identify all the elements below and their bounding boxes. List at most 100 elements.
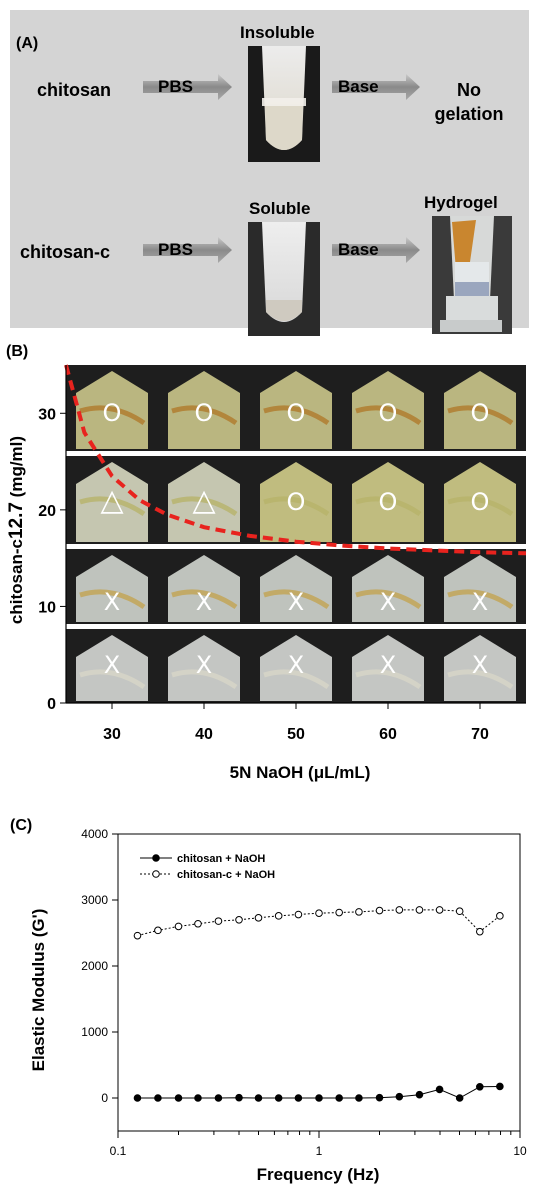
- row2-result-label: Hydrogel: [424, 193, 498, 212]
- x-tick-label: 50: [287, 726, 305, 743]
- x-tick-label: 30: [103, 726, 121, 743]
- arrow-icon: [143, 237, 232, 263]
- outcome-mark: X: [380, 588, 396, 616]
- arrow-icon: [332, 74, 420, 100]
- legend-marker: [152, 870, 160, 878]
- outcome-mark: X: [380, 651, 396, 679]
- row2-step1-label: PBS: [158, 240, 193, 259]
- row1-state-label: Insoluble: [240, 23, 315, 42]
- outcome-mark: O: [379, 399, 398, 427]
- data-point: [435, 1085, 444, 1094]
- row2-arrow-base: Base: [332, 237, 420, 263]
- vial-band: [171, 589, 238, 610]
- panel-a: (A) chitosan PBS Insoluble Base No gelat…: [10, 10, 529, 336]
- data-point: [254, 1094, 263, 1102]
- vial-band: [171, 496, 238, 517]
- row1-arrow-base: Base: [332, 74, 420, 100]
- vial-band: [171, 405, 238, 426]
- data-point: [294, 1094, 303, 1102]
- data-point: [235, 916, 243, 924]
- data-point: [154, 1094, 162, 1102]
- gelation-boundary-curve: [64, 364, 527, 556]
- strip-separator: [66, 624, 526, 629]
- x-tick-label: 40: [195, 726, 213, 743]
- strip-separator: [66, 544, 526, 549]
- data-point: [355, 1094, 363, 1102]
- data-point: [455, 907, 464, 916]
- data-point: [174, 1094, 183, 1102]
- panel-a-label: (A): [16, 35, 38, 52]
- vial-photo: [444, 555, 516, 622]
- vial-band: [79, 589, 146, 610]
- data-point: [335, 1094, 343, 1102]
- panel-b-label: (B): [6, 343, 28, 360]
- legend-label: chitosan + NaOH: [177, 853, 265, 865]
- data-point: [274, 1094, 283, 1102]
- outcome-mark: O: [379, 488, 398, 516]
- data-point: [214, 1094, 223, 1102]
- outcome-mark: O: [287, 488, 306, 516]
- data-point: [133, 931, 142, 940]
- vial-band: [447, 405, 514, 426]
- y-tick-label: 3000: [81, 893, 108, 907]
- x-tick-label: 60: [379, 726, 397, 743]
- data-point: [476, 927, 484, 936]
- outcome-mark: △: [192, 483, 215, 518]
- insoluble-tube-photo: [248, 46, 320, 162]
- panel-b-photo-grid: [66, 365, 526, 703]
- vial-photo: [76, 555, 148, 622]
- vial-photo: [260, 635, 332, 701]
- row2-arrow-pbs: PBS: [143, 237, 232, 263]
- row1-step1-label: PBS: [158, 77, 193, 96]
- row2-state-label: Soluble: [249, 199, 310, 218]
- data-point: [415, 1090, 424, 1099]
- x-tick-label: 1: [316, 1144, 323, 1158]
- vial-band: [355, 669, 422, 690]
- panel-b-x-axis-label: 5N NaOH (μL/mL): [230, 763, 371, 782]
- vial-band: [79, 405, 146, 426]
- y-label-unit: (mg/ml): [7, 436, 26, 502]
- vial-photo: [352, 635, 424, 701]
- data-point: [435, 906, 444, 914]
- data-point: [375, 906, 384, 915]
- data-point: [174, 922, 183, 931]
- panel-c-y-axis-label: Elastic Modulus (G'): [29, 909, 48, 1072]
- vial-photo: [352, 555, 424, 622]
- vial-band: [355, 496, 422, 517]
- data-point: [315, 1094, 323, 1102]
- data-point: [395, 906, 404, 914]
- y-tick-label: 2000: [81, 959, 108, 973]
- legend-marker: [152, 854, 160, 862]
- legend-label: chitosan-c + NaOH: [177, 869, 275, 881]
- outcome-mark: O: [103, 399, 122, 427]
- panel-b-axes: 30 40 50 60 70 0 10 20 30: [38, 365, 526, 743]
- vial-band: [447, 669, 514, 690]
- row1-result-line1: No: [457, 80, 481, 100]
- y-tick-label: 1000: [81, 1025, 108, 1039]
- outcome-mark: X: [104, 588, 120, 616]
- data-point: [496, 1082, 504, 1091]
- hydrogel-tube-photo: [432, 216, 512, 334]
- vial-band: [79, 669, 146, 690]
- data-point: [315, 909, 323, 918]
- soluble-tube-photo: [248, 222, 320, 336]
- data-point: [194, 1094, 202, 1102]
- vial-band: [263, 589, 330, 610]
- outcome-mark: X: [196, 651, 212, 679]
- x-tick-label: 10: [513, 1144, 527, 1158]
- data-point: [395, 1092, 404, 1101]
- outcome-mark: X: [104, 651, 120, 679]
- row2-step2-label: Base: [338, 240, 379, 259]
- data-point: [154, 926, 162, 935]
- data-point: [415, 906, 424, 914]
- data-point: [496, 912, 504, 920]
- outcome-mark: O: [287, 399, 306, 427]
- row1-result-line2: gelation: [434, 104, 503, 124]
- outcome-mark: X: [196, 588, 212, 616]
- y-tick-label: 30: [38, 406, 56, 423]
- vial-band: [355, 405, 422, 426]
- outcome-mark: O: [471, 399, 490, 427]
- data-point: [375, 1093, 384, 1102]
- panel-c-plot: 0 1000 2000 3000 4000 0.1 1 10 chitosan + NaOH ch…: [81, 827, 527, 1158]
- data-point: [335, 908, 343, 917]
